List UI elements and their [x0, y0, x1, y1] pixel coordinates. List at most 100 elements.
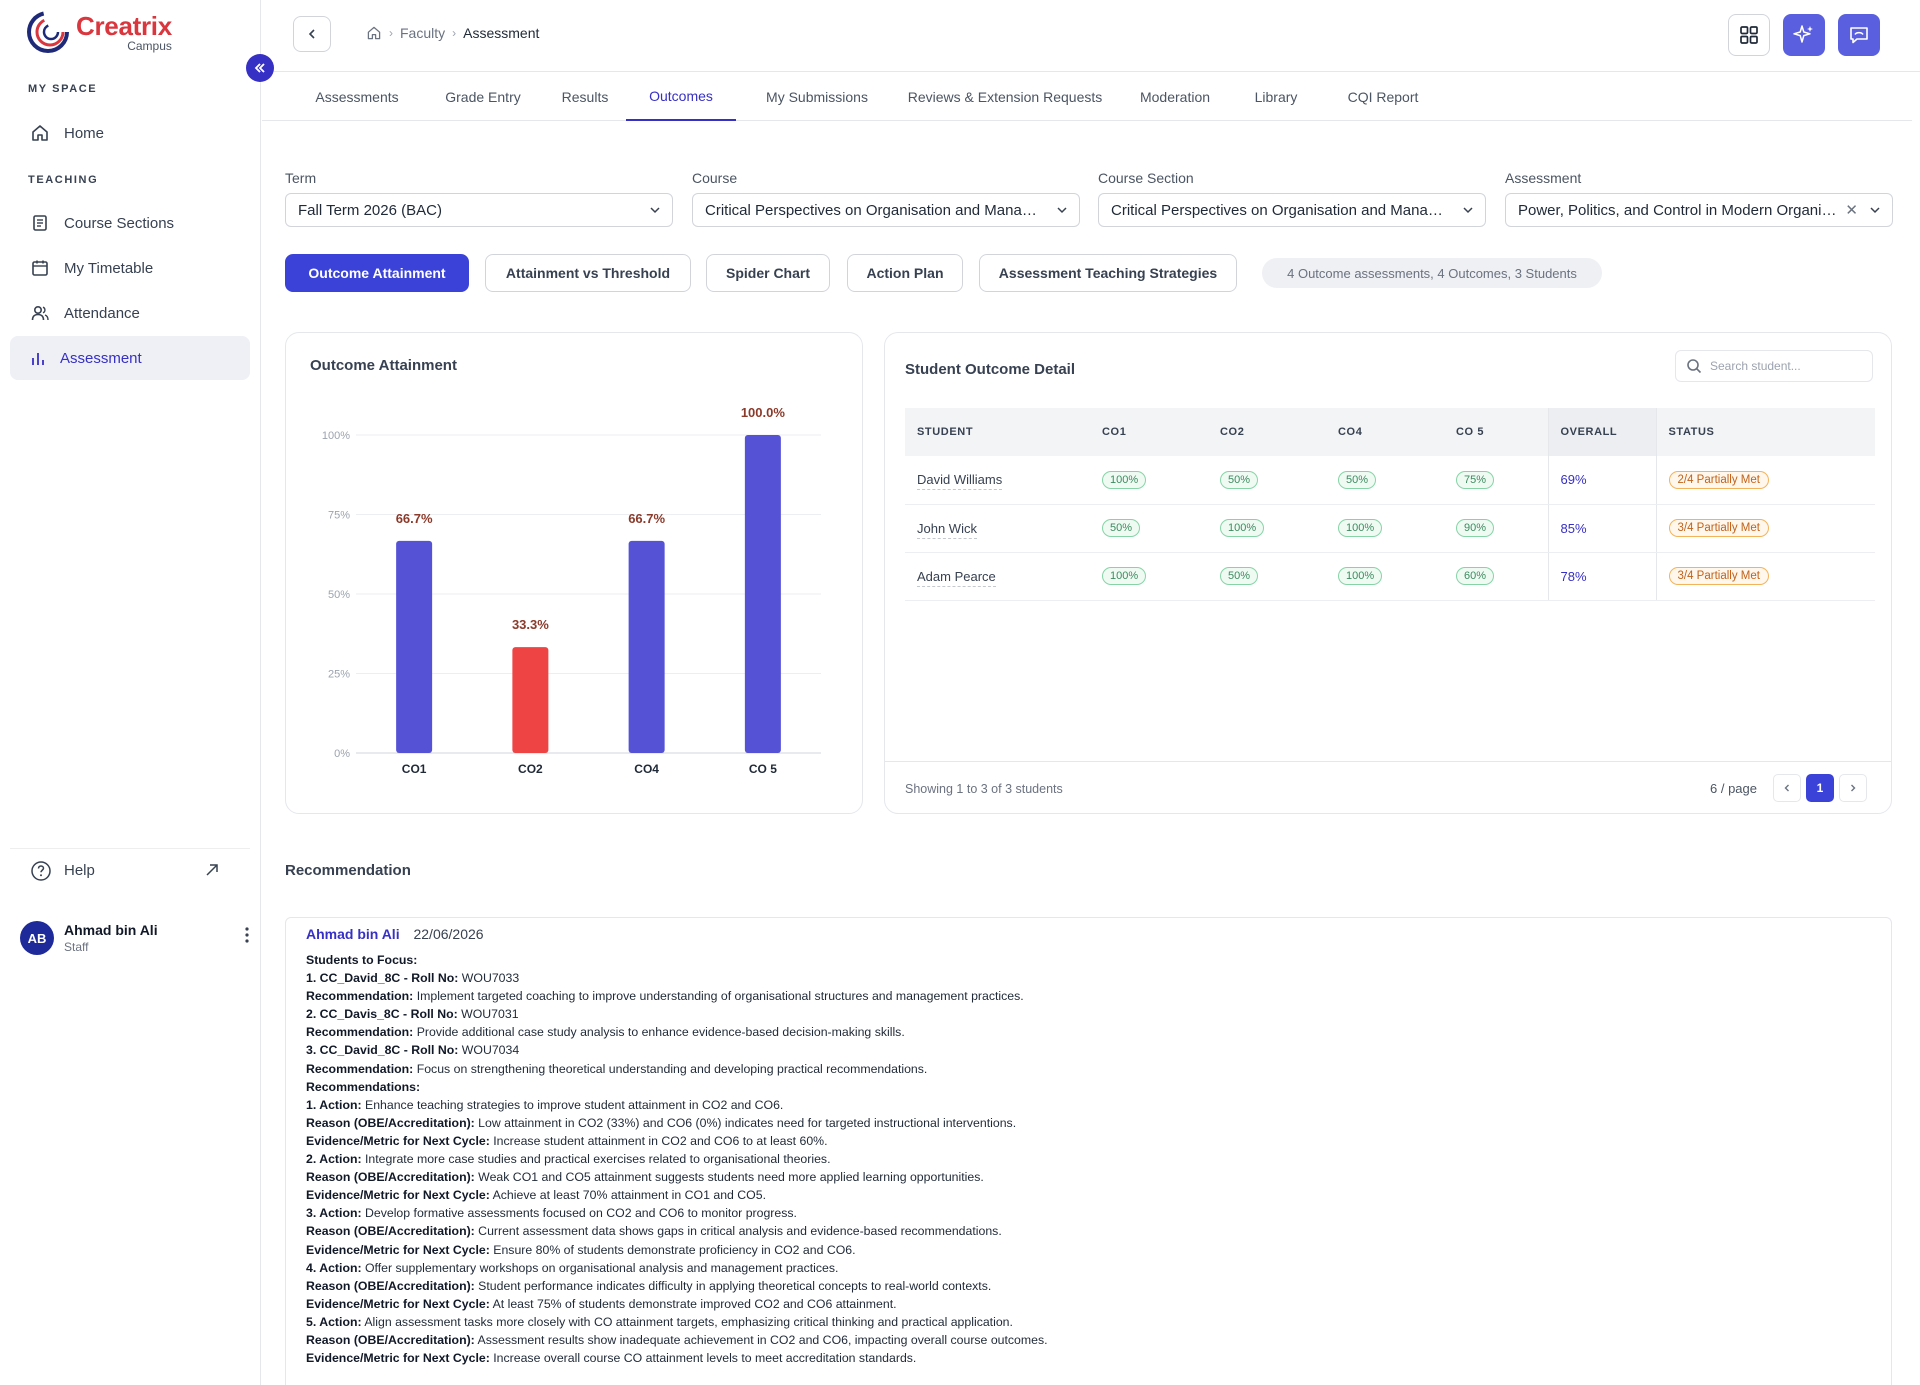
bar-data-label: 33.3%	[512, 617, 549, 632]
recommendation-line-text: Assessment results show inadequate achie…	[474, 1332, 1048, 1347]
recommendation-line-text: Develop formative assessments focused on…	[361, 1206, 797, 1221]
calendar-icon	[32, 260, 48, 276]
home-icon[interactable]	[366, 25, 382, 41]
tab-cqi-report[interactable]: CQI Report	[1347, 89, 1419, 105]
apps-button[interactable]	[1728, 14, 1770, 56]
recommendation-line-text: Increase overall course CO attainment le…	[489, 1351, 917, 1366]
bar-data-label: 100.0%	[741, 405, 786, 420]
recommendation-line: 2. Action: Integrate more case studies a…	[306, 1150, 1866, 1168]
breadcrumb-item[interactable]: Faculty	[400, 25, 446, 41]
recommendation-author[interactable]: Ahmad bin Ali	[306, 926, 400, 942]
table-header-row: STUDENT CO1 CO2 CO4 CO 5 OVERALL STATUS	[905, 408, 1875, 456]
column-header-overall[interactable]: OVERALL	[1547, 408, 1656, 456]
sidebar-item-attendance[interactable]: Attendance	[10, 291, 250, 335]
student-outcome-table: STUDENT CO1 CO2 CO4 CO 5 OVERALL STATUS …	[905, 408, 1875, 601]
student-outcome-detail-card: Student Outcome Detail STUDENT CO1 CO2 C…	[884, 332, 1892, 814]
recommendation-line: 1. Action: Enhance teaching strategies t…	[306, 1096, 1866, 1114]
sidebar-item-my-timetable[interactable]: My Timetable	[10, 246, 250, 290]
column-header-co4[interactable]: CO4	[1326, 408, 1444, 456]
next-page-button[interactable]	[1839, 774, 1867, 802]
recommendation-line-label: Recommendation:	[306, 1061, 414, 1076]
student-name-link[interactable]: Adam Pearce	[917, 568, 996, 587]
course-select[interactable]: Critical Perspectives on Organisation an…	[692, 193, 1080, 227]
student-name-link[interactable]: John Wick	[917, 520, 977, 539]
action-plan-button[interactable]: Action Plan	[847, 254, 963, 292]
recommendation-title: Recommendation	[285, 862, 411, 879]
recommendation-line-label: Reason (OBE/Accreditation):	[306, 1224, 475, 1239]
overall-value: 85%	[1560, 520, 1587, 536]
chat-button[interactable]	[1838, 14, 1880, 56]
co-cell: 50%	[1208, 552, 1326, 601]
tab-reviews-extension-requests[interactable]: Reviews & Extension Requests	[907, 89, 1103, 105]
co-cell: 60%	[1444, 552, 1548, 601]
page-size-select[interactable]: 6 / page	[1710, 781, 1757, 796]
prev-page-button[interactable]	[1773, 774, 1801, 802]
chevron-down-icon	[1451, 204, 1485, 216]
recommendation-line-text: Enhance teaching strategies to improve s…	[361, 1097, 784, 1112]
column-header-co2[interactable]: CO2	[1208, 408, 1326, 456]
term-select[interactable]: Fall Term 2026 (BAC)	[285, 193, 673, 227]
sparkles-icon	[1793, 25, 1813, 43]
spider-chart-button[interactable]: Spider Chart	[706, 254, 830, 292]
co-cell: 75%	[1444, 456, 1548, 505]
recommendation-date: 22/06/2026	[413, 926, 484, 942]
recommendation-line-text: Increase student attainment in CO2 and C…	[489, 1133, 828, 1148]
sidebar-item-label: Course Sections	[64, 214, 175, 232]
sidebar-item-course-sections[interactable]: Course Sections	[10, 201, 250, 245]
assessment-value: Power, Politics, and Control in Modern O…	[1518, 201, 1840, 219]
recommendation-line-text: Provide additional case study analysis t…	[413, 1025, 905, 1040]
sidebar-item-label: Assessment	[60, 349, 142, 367]
summary-badge: 4 Outcome assessments, 4 Outcomes, 3 Stu…	[1262, 258, 1602, 288]
search-box[interactable]	[1675, 350, 1873, 382]
recommendation-line-label: Evidence/Metric for Next Cycle:	[306, 1188, 490, 1203]
page-button-current[interactable]: 1	[1806, 774, 1834, 802]
term-value: Fall Term 2026 (BAC)	[298, 201, 442, 219]
student-name-link[interactable]: David Williams	[917, 472, 1003, 491]
attainment-vs-threshold-button[interactable]: Attainment vs Threshold	[485, 254, 691, 292]
column-header-co5[interactable]: CO 5	[1444, 408, 1548, 456]
course-value: Critical Perspectives on Organisation an…	[705, 201, 1045, 219]
sidebar-item-assessment[interactable]: Assessment	[10, 336, 250, 380]
co-score-badge: 100%	[1338, 567, 1383, 585]
column-header-co1[interactable]: CO1	[1090, 408, 1208, 456]
y-tick-label: 50%	[328, 589, 350, 601]
tab-results[interactable]: Results	[561, 89, 609, 105]
recommendation-line-label: 2. CC_Davis_8C - Roll No:	[306, 1007, 458, 1022]
recommendation-line-text: Implement targeted coaching to improve u…	[413, 989, 1024, 1004]
tab-my-submissions[interactable]: My Submissions	[766, 89, 868, 105]
tab-outcomes[interactable]: Outcomes	[626, 73, 736, 121]
assessment-teaching-strategies-button[interactable]: Assessment Teaching Strategies	[979, 254, 1237, 292]
course-section-select[interactable]: Critical Perspectives on Organisation an…	[1098, 193, 1486, 227]
collapse-sidebar-button[interactable]	[246, 54, 274, 82]
help-link[interactable]: Help	[10, 848, 250, 892]
external-arrow-icon	[206, 864, 218, 876]
recommendation-line: Recommendation: Implement targeted coach…	[306, 987, 1866, 1005]
ai-assistant-button[interactable]	[1783, 14, 1825, 56]
co-score-badge: 100%	[1220, 519, 1265, 537]
column-header-status[interactable]: STATUS	[1655, 408, 1875, 456]
sidebar-item-home[interactable]: Home	[10, 111, 250, 155]
column-header-student[interactable]: STUDENT	[905, 408, 1090, 456]
tab-assessments[interactable]: Assessments	[315, 89, 399, 105]
outcome-attainment-button[interactable]: Outcome Attainment	[285, 254, 469, 292]
clear-icon[interactable]: ✕	[1845, 202, 1858, 219]
assessment-select[interactable]: Power, Politics, and Control in Modern O…	[1505, 193, 1893, 227]
avatar: AB	[20, 921, 54, 955]
table-row[interactable]: Adam Pearce 100% 50% 100% 60% 78% 3/4 Pa…	[905, 552, 1875, 601]
tab-grade-entry[interactable]: Grade Entry	[445, 89, 521, 105]
search-input[interactable]	[1710, 359, 1860, 373]
tab-moderation[interactable]: Moderation	[1139, 89, 1211, 105]
logo[interactable]: Creatrix Campus	[26, 10, 172, 54]
table-row[interactable]: John Wick 50% 100% 100% 90% 85% 3/4 Part…	[905, 504, 1875, 553]
overall-value: 78%	[1560, 568, 1587, 584]
recommendation-line-text: Weak CO1 and CO5 attainment suggests stu…	[474, 1170, 984, 1185]
user-profile[interactable]: AB Ahmad bin Ali Staff	[20, 918, 250, 958]
chevrons-left-icon	[254, 63, 265, 73]
assessment-label: Assessment	[1505, 170, 1582, 186]
recommendation-line-text: Current assessment data shows gaps in cr…	[474, 1224, 1002, 1239]
table-row[interactable]: David Williams 100% 50% 50% 75% 69% 2/4 …	[905, 456, 1875, 505]
co-cell: 90%	[1444, 504, 1548, 553]
tab-library[interactable]: Library	[1254, 89, 1298, 105]
kebab-menu-icon[interactable]	[244, 926, 250, 944]
back-button[interactable]	[293, 16, 331, 52]
